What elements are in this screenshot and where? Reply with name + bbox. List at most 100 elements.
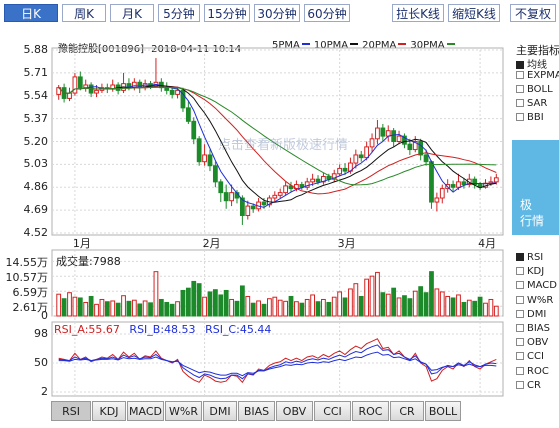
ma-legend-swatch — [446, 43, 455, 45]
candle — [353, 149, 359, 169]
indicator-checkbox[interactable] — [516, 85, 524, 93]
period-button-4[interactable]: 15分钟 — [204, 4, 250, 22]
period-button-0[interactable]: 日K — [4, 4, 58, 22]
indicator-checkbox[interactable] — [516, 61, 524, 69]
volume-bars — [56, 271, 499, 317]
sub-indicator-label: CR — [527, 379, 541, 391]
indicator-item-均线[interactable]: 均线 — [516, 56, 547, 71]
period-button-3[interactable]: 5分钟 — [158, 4, 200, 22]
sub-indicator-checkbox[interactable] — [516, 380, 524, 389]
sub-indicator-checkbox[interactable] — [516, 281, 524, 290]
ma-legend-swatch — [350, 43, 359, 45]
candle — [67, 87, 72, 102]
ma-legend-item: 20PMA — [362, 40, 407, 51]
volume-bar — [234, 300, 240, 317]
indicator-checkbox[interactable] — [516, 71, 524, 79]
candle — [364, 141, 370, 161]
tab-macd[interactable]: MACD — [127, 401, 164, 421]
sub-indicator-checkbox[interactable] — [516, 309, 524, 318]
volume-bar — [488, 298, 494, 317]
sub-indicator-checkbox[interactable] — [516, 352, 524, 361]
tab-rsi[interactable]: RSI — [51, 401, 91, 421]
candle — [88, 82, 94, 98]
sub-indicator-item-4[interactable]: DMI — [516, 309, 546, 320]
volume-bar — [164, 301, 170, 317]
volume-bar — [158, 298, 164, 317]
indicator-item-expma[interactable]: EXPMA — [516, 70, 559, 81]
rsi-frame — [51, 321, 504, 397]
tab-kdj[interactable]: KDJ — [92, 401, 126, 421]
sub-indicator-item-1[interactable]: KDJ — [516, 266, 544, 277]
promo-watermark[interactable]: 点击查看新版极速行情 — [218, 138, 349, 153]
volume-tick-label: 0 — [41, 309, 48, 322]
volume-bar — [326, 301, 332, 317]
candle — [277, 188, 283, 199]
volume-bar — [283, 300, 288, 317]
tab-obv[interactable]: OBV — [276, 401, 313, 421]
candle — [466, 173, 472, 188]
sub-indicator-label: ROC — [527, 365, 549, 377]
sub-indicator-checkbox[interactable] — [516, 324, 524, 332]
tab-cci[interactable]: CCI — [314, 401, 351, 421]
volume-bar — [445, 295, 451, 317]
sub-indicator-item-9[interactable]: CR — [516, 380, 541, 391]
tab-boll[interactable]: BOLL — [425, 401, 461, 421]
volume-bar — [104, 301, 110, 317]
sub-indicator-item-3[interactable]: W%R — [516, 295, 553, 306]
candle — [412, 136, 418, 153]
candle — [342, 163, 348, 176]
month-label: 3月 — [337, 237, 356, 250]
stretch-kline-button[interactable]: 拉长K线 — [392, 4, 444, 22]
indicator-checkbox[interactable] — [516, 113, 524, 121]
ma-legend-item: 5PMA — [272, 40, 310, 51]
tab-bias[interactable]: BIAS — [238, 401, 275, 421]
promo-banner[interactable]: 极 行情 — [512, 140, 559, 235]
candle — [72, 72, 78, 96]
period-button-5[interactable]: 30分钟 — [254, 4, 300, 22]
rsi-b-readout: RSI_B:48.53 — [129, 323, 196, 336]
sub-indicator-checkbox[interactable] — [516, 338, 524, 347]
tab-dmi[interactable]: DMI — [203, 401, 237, 421]
volume-bar — [315, 301, 321, 317]
sub-indicator-checkbox[interactable] — [516, 253, 524, 261]
period-button-1[interactable]: 周K — [62, 4, 106, 22]
indicator-item-bbi[interactable]: BBI — [516, 112, 544, 123]
sub-indicator-item-6[interactable]: OBV — [516, 337, 548, 348]
indicator-checkbox[interactable] — [516, 99, 524, 107]
sub-indicator-item-0[interactable]: RSI — [516, 252, 543, 263]
period-button-6[interactable]: 60分钟 — [304, 4, 350, 22]
candle — [191, 117, 197, 145]
tab-roc[interactable]: ROC — [352, 401, 389, 421]
volume-bar — [126, 300, 132, 317]
tab-cr[interactable]: CR — [390, 401, 424, 421]
no-adjust-button[interactable]: 不复权 — [510, 4, 556, 22]
volume-bar — [493, 305, 499, 317]
sub-indicator-item-8[interactable]: ROC — [516, 366, 549, 377]
candle — [77, 71, 83, 91]
candle — [245, 200, 251, 220]
sub-indicator-checkbox[interactable] — [516, 366, 524, 375]
indicator-item-boll[interactable]: BOLL — [516, 84, 553, 95]
shrink-kline-button[interactable]: 缩短K线 — [448, 4, 500, 22]
month-label: 2月 — [202, 237, 221, 250]
volume-bar — [61, 298, 67, 317]
volume-bar — [369, 275, 375, 317]
period-button-2[interactable]: 月K — [110, 4, 154, 22]
sub-indicator-item-5[interactable]: BIAS — [516, 323, 550, 334]
volume-bar — [72, 296, 78, 317]
volume-bar — [99, 298, 105, 317]
indicator-label: 均线 — [527, 60, 547, 71]
tab-wr[interactable]: W%R — [165, 401, 202, 421]
price-tick-label: 5.88 — [23, 43, 49, 56]
sub-indicator-checkbox[interactable] — [516, 267, 524, 276]
sub-indicator-item-7[interactable]: CCI — [516, 351, 544, 362]
volume-bar — [310, 294, 316, 317]
indicator-item-sar[interactable]: SAR — [516, 98, 547, 109]
price-tick-label: 5.20 — [23, 134, 49, 148]
price-tick-label: 5.71 — [23, 65, 49, 79]
candle — [450, 180, 456, 192]
candle — [56, 84, 62, 100]
sub-indicator-item-2[interactable]: MACD — [516, 280, 557, 291]
sub-indicator-checkbox[interactable] — [516, 295, 524, 304]
